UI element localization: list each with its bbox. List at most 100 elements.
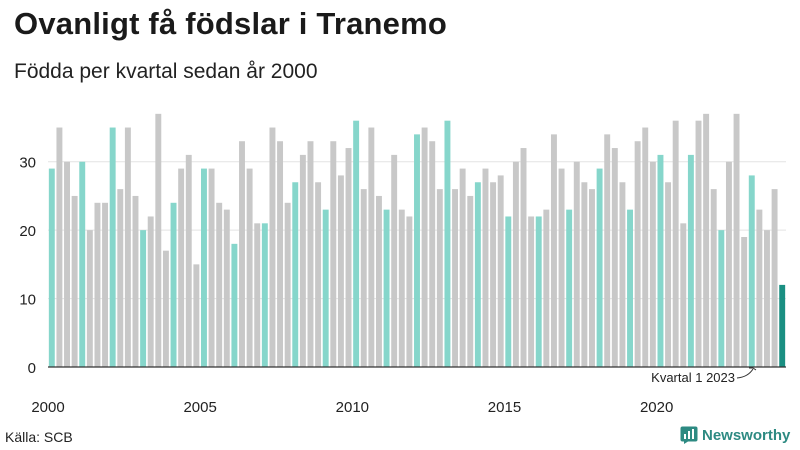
bar [665,182,672,367]
bar [695,120,702,368]
bar [345,148,352,367]
bar [771,189,778,367]
brand-logo: Newsworthy [680,426,790,444]
x-tick-label: 2000 [31,399,64,416]
bar [497,175,504,367]
bar [337,175,344,367]
bar [315,182,322,367]
bar [436,189,443,367]
bar-chart: 0 10 20 30 2000 2005 2010 2015 2020 Kvartal 1 202… [19,113,786,416]
bar [178,168,185,367]
bar [550,134,557,367]
bar [725,161,732,367]
bar [208,168,215,367]
bar [64,161,70,367]
newsworthy-icon [680,426,698,444]
bar [482,168,489,367]
bar [383,209,390,367]
bar [779,284,786,367]
bar [391,154,398,367]
bar [398,209,405,367]
bar [581,182,588,367]
bar [368,127,375,367]
bar [703,113,710,367]
bar [604,134,611,367]
bar [94,202,101,367]
bar [467,195,474,367]
bar [452,189,458,367]
bar [155,113,162,367]
bar [246,168,253,367]
bar [360,189,367,367]
bar [140,230,147,367]
bar [718,230,725,367]
bar [611,148,618,367]
bar [520,148,527,367]
bar [170,202,177,367]
bar [254,223,261,367]
y-tick-label: 20 [19,223,36,240]
y-tick-label: 30 [19,155,36,172]
bar [277,141,284,367]
bar [124,127,131,367]
y-tick-label: 0 [28,360,36,377]
bar [573,161,580,367]
bar [185,154,192,367]
bar [86,230,93,367]
bar [642,127,649,367]
bar [764,230,770,367]
bar [543,209,550,367]
bar [414,134,420,367]
bar [132,195,139,367]
bar [193,264,200,367]
bar [421,127,428,367]
bar [558,168,565,367]
bar [619,182,626,367]
brand-name: Newsworthy [702,426,791,444]
annotation-label: Kvartal 1 2023 [651,370,735,385]
x-tick-label: 2010 [336,399,369,416]
bar [322,209,329,367]
bar [687,154,694,367]
bar [756,209,763,367]
bar [535,216,542,367]
bar [634,141,641,367]
chart-subtitle: Födda per kvartal sedan år 2000 [14,60,318,83]
bar [261,223,268,367]
bar [748,175,755,367]
bar [627,209,633,367]
bar [231,243,238,367]
bar [733,113,740,367]
bar [223,209,230,367]
bar [330,141,337,367]
bar [566,209,573,367]
bar [56,127,63,367]
bar [596,168,603,367]
annotation-arrowhead [749,367,757,371]
bar [459,168,466,367]
bar [292,182,299,367]
bar [490,182,497,367]
bar [589,189,595,367]
bar [239,141,245,367]
bar [102,202,109,367]
bar [429,141,436,367]
bar [269,127,276,367]
bar [657,154,664,367]
chart-title: Ovanligt få födslar i Tranemo [14,6,448,41]
bar [353,120,360,368]
bar [48,168,55,367]
bar [505,216,512,367]
bar [528,216,535,367]
bar [307,141,314,367]
bar [71,195,78,367]
x-tick-label: 2020 [640,399,673,416]
bar [109,127,116,367]
bar [444,120,451,368]
x-tick-label: 2005 [183,399,216,416]
bar [512,161,519,367]
bar [375,195,382,367]
y-tick-label: 10 [19,292,36,309]
bar [710,189,717,367]
bar [649,161,656,367]
